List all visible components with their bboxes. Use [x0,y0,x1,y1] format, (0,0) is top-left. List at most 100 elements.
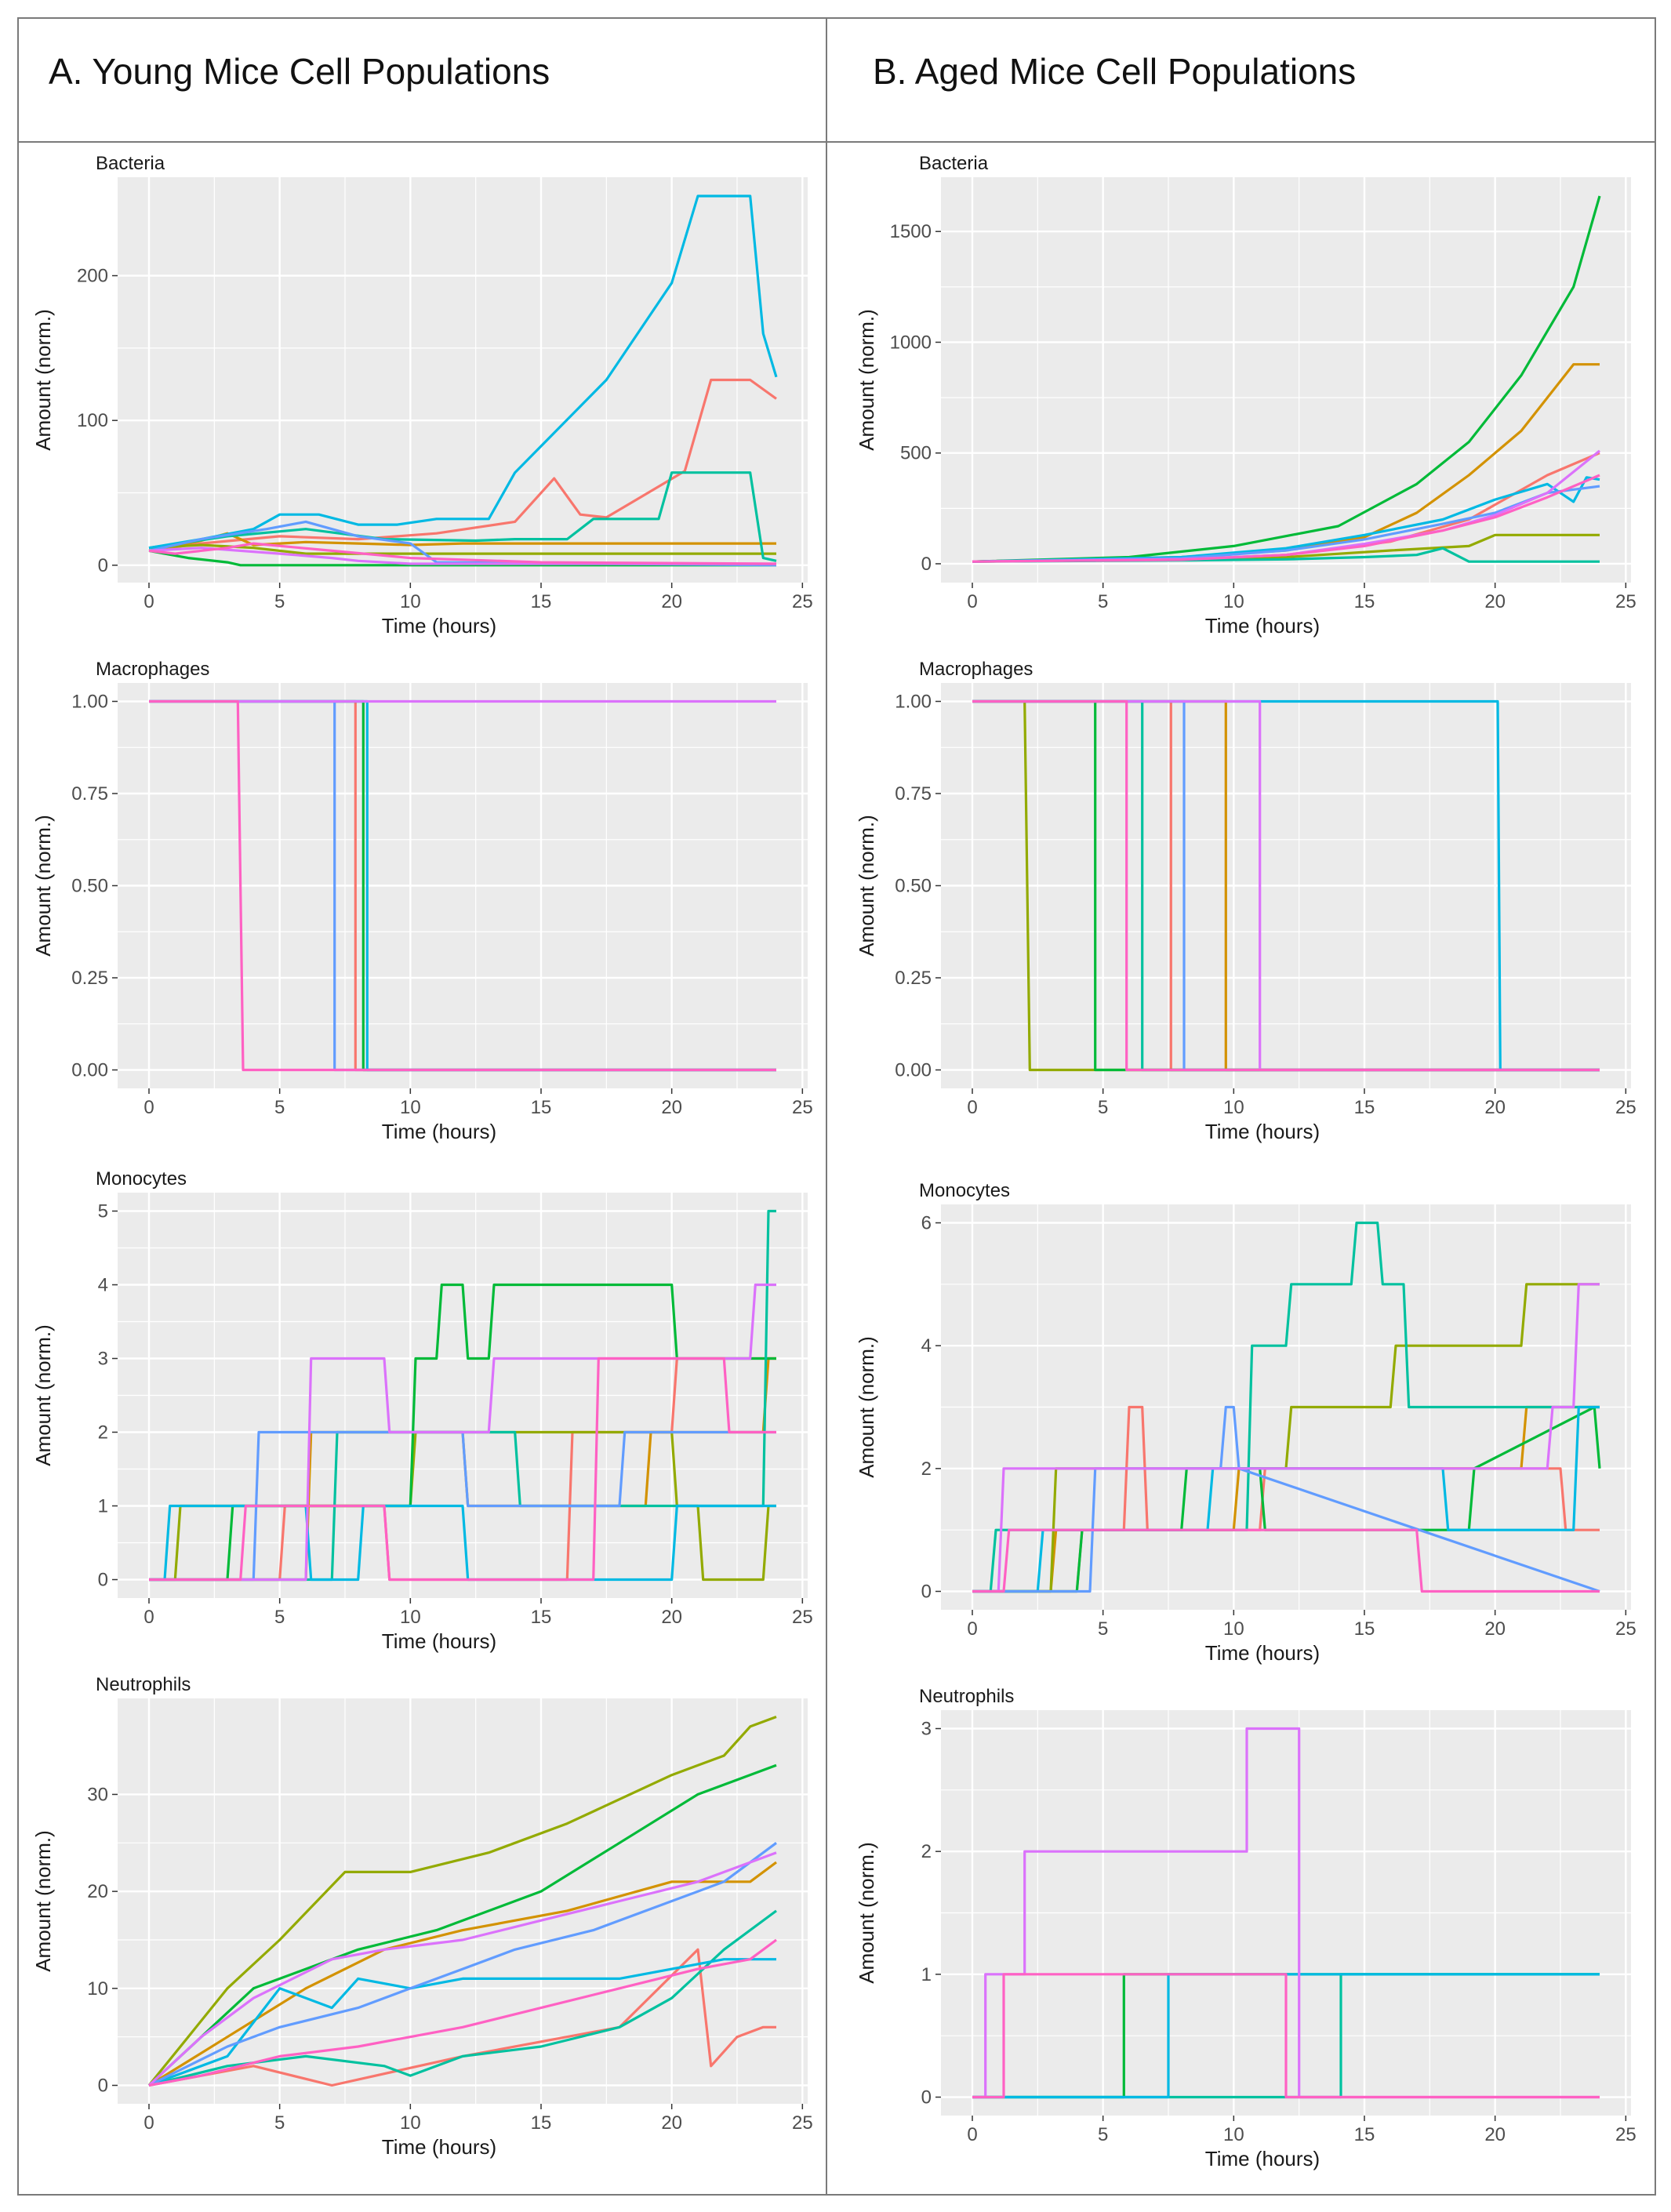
x-axis-label: Time (hours) [1205,614,1320,637]
x-axis-label: Time (hours) [1205,2147,1320,2170]
y-tick-label: 0.25 [71,968,108,989]
plot-background [118,1698,808,2104]
x-tick-label: 20 [661,2112,682,2134]
x-axis-label: Time (hours) [382,614,496,637]
y-axis-label: Amount (norm.) [31,1830,55,1972]
y-axis-label: Amount (norm.) [31,309,55,451]
series-line-run-9 [972,699,1600,1072]
y-tick-label: 30 [87,1784,108,1805]
chart-title: Monocytes [919,1180,1010,1201]
series-line-run-3 [972,1973,1600,2099]
x-tick-label: 20 [1484,1618,1506,1640]
x-tick-label: 25 [792,591,813,612]
x-tick-label: 5 [1098,2124,1108,2145]
x-tick-label: 5 [274,591,285,612]
series-line-run-7 [972,1405,1600,1593]
series-line-run-1 [148,1948,776,2087]
series-line-run-6 [148,194,778,550]
x-tick-label: 25 [1615,2124,1636,2145]
series-line-run-9 [148,542,777,565]
y-axis-label: Amount (norm.) [855,309,878,451]
series-line-run-3 [147,1716,777,2087]
series-line-run-7 [149,1430,776,1582]
x-tick-label: 10 [400,1097,421,1118]
y-axis-label: Amount (norm.) [855,1336,878,1478]
x-tick-label: 25 [792,1607,813,1628]
series-line-run-1 [148,378,777,552]
x-tick-label: 20 [661,591,682,612]
y-tick-label: 3 [98,1349,108,1370]
x-tick-label: 5 [1098,591,1108,612]
chart-title: Neutrophils [96,1674,191,1695]
series-line-run-9 [149,1357,776,1582]
y-tick-label: 0.50 [71,876,108,897]
y-tick-label: 0.25 [895,968,932,989]
y-tick-label: 0 [98,1570,108,1591]
x-tick-label: 10 [1223,1618,1244,1640]
x-tick-label: 10 [400,1607,421,1628]
series-line-run-4 [148,549,776,567]
x-tick-label: 5 [274,2112,285,2134]
x-tick-label: 10 [400,591,421,612]
x-tick-label: 25 [792,1097,813,1118]
series-line-run-9 [972,474,1600,563]
y-axis-label: Amount (norm.) [31,815,55,957]
series-line-run-8 [149,1283,776,1582]
x-tick-label: 5 [274,1097,285,1118]
y-tick-label: 1.00 [71,692,108,713]
x-tick-label: 10 [1223,1097,1244,1118]
series-line-run-5 [148,471,777,562]
x-axis-label: Time (hours) [382,1629,496,1653]
x-tick-label: 15 [531,591,552,612]
y-tick-label: 0.75 [71,783,108,805]
y-tick-label: 2 [921,1458,932,1480]
x-tick-label: 15 [531,2112,552,2134]
frame-header-line [17,141,1656,143]
chart-title: Monocytes [96,1168,187,1190]
x-tick-label: 25 [1615,1097,1636,1118]
x-tick-label: 5 [1098,1618,1108,1640]
y-tick-label: 0.50 [895,876,932,897]
y-tick-label: 1 [98,1496,108,1517]
y-tick-label: 0.00 [71,1060,108,1081]
x-tick-label: 10 [1223,2124,1244,2145]
y-tick-label: 5 [98,1201,108,1222]
series-line-run-4 [972,1727,1600,2099]
x-tick-label: 25 [1615,1618,1636,1640]
series-line-run-5 [148,1909,777,2087]
x-tick-label: 20 [661,1097,682,1118]
y-tick-label: 0 [98,2076,108,2097]
series-line-run-6 [149,1504,776,1582]
x-axis-label: Time (hours) [382,1120,496,1143]
series-line-run-5 [972,1973,1600,2099]
chart-title: Macrophages [919,659,1033,680]
y-tick-label: 6 [921,1213,932,1234]
x-tick-label: 0 [143,1097,154,1118]
series-line-run-4 [972,195,1601,563]
series-line-run-8 [147,1851,777,2087]
x-tick-label: 0 [967,591,977,612]
y-tick-label: 200 [77,266,108,287]
x-tick-label: 25 [1615,591,1636,612]
y-tick-label: 1000 [890,332,932,353]
frame-bottom [17,2194,1656,2196]
chart-title: Neutrophils [919,1686,1014,1707]
y-tick-label: 2 [921,1841,932,1862]
y-tick-label: 500 [900,443,932,464]
x-tick-label: 15 [1354,2124,1375,2145]
x-axis-label: Time (hours) [382,2135,496,2159]
series-line-run-9 [148,1938,777,2087]
x-tick-label: 15 [531,1607,552,1628]
x-tick-label: 0 [143,591,154,612]
young-macrophages-chart: 0 5 10 15 20 25 0.00 0.25 0.50 0.75 1.00 Macrophage… [31,659,813,1143]
x-tick-label: 15 [1354,591,1375,612]
y-tick-label: 100 [77,410,108,431]
y-axis-label: Amount (norm.) [855,1842,878,1984]
x-tick-label: 20 [661,1607,682,1628]
y-tick-label: 10 [87,1978,108,2000]
y-axis-label: Amount (norm.) [31,1324,55,1466]
series-line-run-4 [147,1763,777,2087]
y-tick-label: 4 [921,1335,932,1357]
aged-monocytes-chart: 0 5 10 15 20 25 0 2 4 6 Monocytes Time (hours) Amoun… [855,1180,1636,1665]
